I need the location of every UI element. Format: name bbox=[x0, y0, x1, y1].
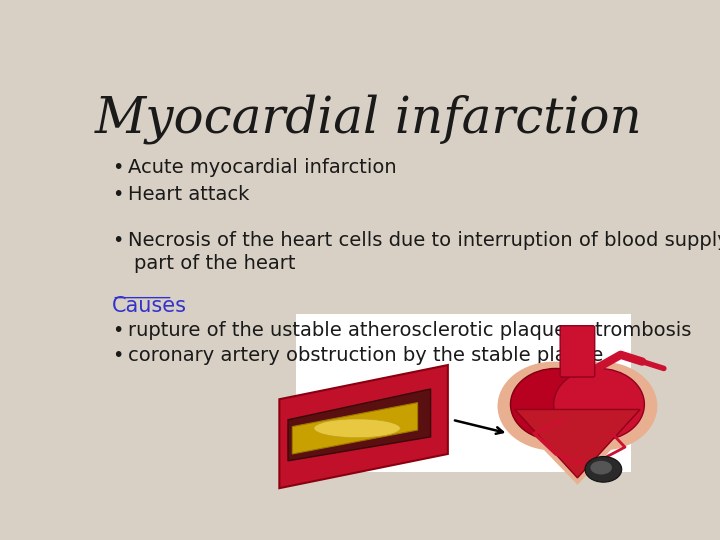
Polygon shape bbox=[515, 409, 640, 478]
Text: •: • bbox=[112, 346, 124, 365]
FancyBboxPatch shape bbox=[560, 326, 595, 377]
Text: Acute myocardial infarction: Acute myocardial infarction bbox=[128, 158, 397, 177]
FancyBboxPatch shape bbox=[297, 314, 631, 472]
Circle shape bbox=[510, 368, 601, 440]
Text: Myocardial infarction: Myocardial infarction bbox=[95, 94, 643, 144]
Text: •: • bbox=[112, 231, 124, 250]
Polygon shape bbox=[288, 389, 431, 461]
Ellipse shape bbox=[585, 456, 622, 482]
Ellipse shape bbox=[314, 419, 400, 438]
Ellipse shape bbox=[590, 461, 612, 475]
Circle shape bbox=[498, 362, 610, 450]
Text: Heart attack: Heart attack bbox=[128, 185, 249, 204]
Polygon shape bbox=[292, 403, 418, 454]
Text: •: • bbox=[112, 321, 124, 340]
Text: Causes: Causes bbox=[112, 295, 187, 315]
Polygon shape bbox=[279, 365, 448, 488]
Text: part of the heart: part of the heart bbox=[133, 254, 295, 273]
Text: Necrosis of the heart cells due to interruption of blood supply to the: Necrosis of the heart cells due to inter… bbox=[128, 231, 720, 250]
Circle shape bbox=[554, 368, 644, 440]
Text: •: • bbox=[112, 158, 124, 177]
Polygon shape bbox=[508, 413, 647, 485]
Text: rupture of the ustable atherosclerotic plaque → trombosis: rupture of the ustable atherosclerotic p… bbox=[128, 321, 691, 340]
Text: coronary artery obstruction by the stable plaque: coronary artery obstruction by the stabl… bbox=[128, 346, 603, 365]
Circle shape bbox=[545, 362, 657, 450]
Text: •: • bbox=[112, 185, 124, 204]
